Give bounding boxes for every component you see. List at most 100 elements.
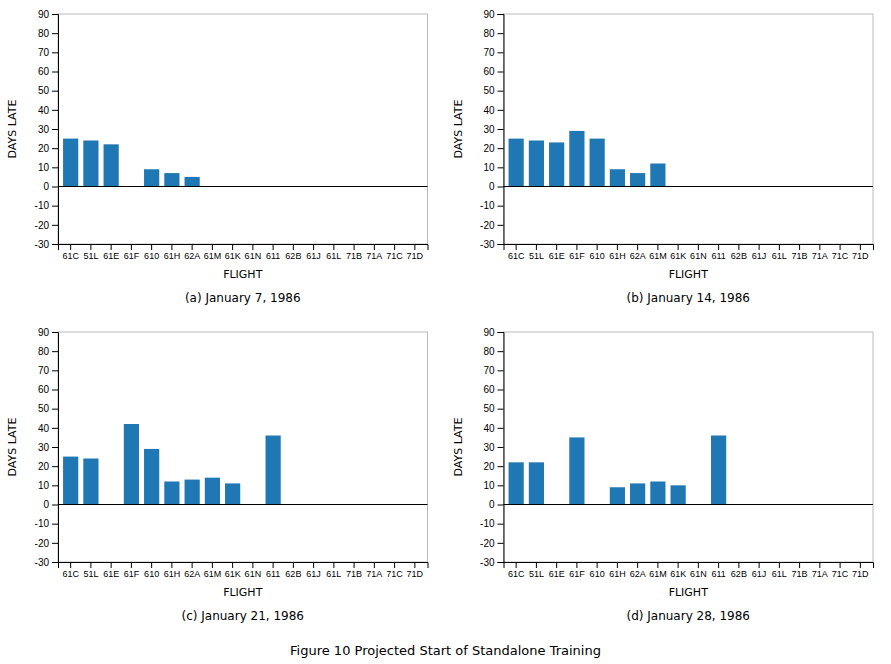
tick-mark [90,562,91,568]
tick-label: 50 [38,403,50,414]
tick: 61M [204,244,222,261]
tick-label: 61L [772,569,787,579]
tick-mark [536,562,537,568]
tick-mark [293,562,294,568]
tick-label: 51L [83,569,98,579]
tick-mark [131,244,132,250]
tick-label: 61F [124,251,140,261]
tick: 61F [569,562,585,579]
tick-mark [313,244,314,250]
tick-label: 610 [590,251,605,261]
tick-mark [192,244,193,250]
tick-label: 71B [792,251,808,261]
tick-label: 80 [483,346,495,357]
tick: -10 [480,518,503,529]
tick-label: 61E [549,251,565,261]
tick: 30 [483,124,503,135]
tick-mark [354,244,355,250]
tick-label: 90 [38,9,50,20]
tick-label: 61K [670,251,686,261]
tick-mark [498,447,504,448]
tick-label: 611 [266,251,280,261]
tick-mark [333,244,334,250]
bar [185,177,200,187]
tick: 61F [569,244,585,261]
panel: 61C51L61E61F61061H62A61M61K61N61162B61J6… [6,327,428,623]
tick: 611 [266,562,280,579]
tick: 50 [38,85,58,96]
y-axis: -30-20-100102030405060708090 [35,9,59,250]
tick: 70 [483,365,503,376]
tick-mark [293,244,294,250]
tick-mark [151,562,152,568]
tick: 61K [670,244,686,261]
bar [650,482,665,505]
bar [266,436,281,505]
tick-label: 62B [285,569,301,579]
tick-mark [52,14,58,15]
tick: 61N [690,562,707,579]
tick-mark [799,562,800,568]
tick-label: 61E [549,569,565,579]
zero-line [504,186,874,187]
tick-mark [498,390,504,391]
tick-label: 71B [792,569,808,579]
tick: 71A [366,244,382,261]
tick-label: 51L [529,251,544,261]
tick-mark [151,244,152,250]
tick-label: 80 [38,346,50,357]
tick-mark [52,33,58,34]
zero-line [58,504,428,505]
tick: 51L [83,244,98,261]
tick: 61J [752,562,767,579]
tick-mark [498,110,504,111]
tick-label: 70 [38,365,50,376]
tick-label: 90 [38,327,50,338]
tick-label: 50 [38,85,50,96]
tick: 71C [386,244,403,261]
bar [671,485,686,504]
tick: 62A [184,244,200,261]
tick-label: 50 [483,85,495,96]
axis-line [52,333,59,563]
tick-label: 60 [38,384,50,395]
tick-label: 71C [832,569,849,579]
tick-label: 71D [407,569,424,579]
tick-mark [498,148,504,149]
tick: 71C [832,244,849,261]
tick: 51L [529,562,544,579]
axis-line [59,245,429,251]
panel-caption: (a) January 7, 1986 [185,291,301,305]
tick-mark [52,370,58,371]
axis-line [52,15,59,245]
tick: 62A [630,562,646,579]
tick-label: -30 [35,239,50,250]
tick-mark [779,562,780,568]
tick-label: 61H [164,251,181,261]
bars [63,139,200,187]
tick-mark [576,562,577,568]
tick: 50 [38,403,58,414]
tick-label: 61E [103,569,119,579]
tick-label: 61J [306,251,321,261]
tick-mark [52,409,58,410]
tick-mark [718,562,719,568]
bar [63,457,78,505]
tick-label: 71C [386,251,403,261]
tick: 51L [83,562,98,579]
tick-mark [52,129,58,130]
bar [509,139,524,187]
tick-mark [678,244,679,250]
tick: 60 [38,384,58,395]
tick: 71A [812,562,828,579]
zero-line [58,186,428,187]
panel: 61C51L61E61F61061H62A61M61K61N61162B61J6… [452,327,874,623]
bar [610,169,625,186]
bar [63,139,78,187]
tick: 80 [483,346,503,357]
axis-line [59,563,429,569]
y-axis-title: DAYS LATE [452,100,465,159]
tick: 61H [164,244,181,261]
tick: 61M [649,562,667,579]
tick-label: 61J [306,569,321,579]
